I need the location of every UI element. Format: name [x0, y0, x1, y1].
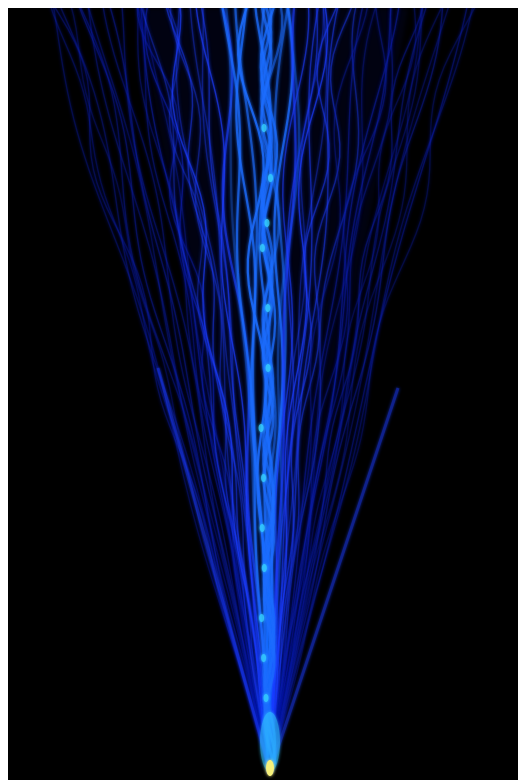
ray-line — [225, 8, 272, 773]
ray-line — [269, 8, 325, 773]
ray-line — [78, 8, 271, 773]
bright-spots — [258, 124, 280, 776]
ray-line — [88, 8, 271, 773]
ray-line — [269, 8, 353, 773]
hotspot — [258, 424, 264, 432]
ray-line — [200, 8, 271, 773]
ray-line — [269, 8, 339, 773]
ray-line — [269, 8, 476, 773]
ray-line — [189, 8, 271, 773]
hotspot — [261, 474, 266, 482]
hotspot — [259, 614, 265, 622]
ray-line — [169, 8, 271, 773]
ray-line — [269, 8, 427, 773]
heatmap-canvas — [50, 8, 476, 776]
ray-line — [54, 8, 271, 773]
ray-line — [269, 8, 424, 773]
hotspot — [261, 124, 267, 132]
ray-line — [235, 8, 272, 773]
ray-line — [269, 8, 444, 773]
hotspot — [268, 174, 273, 182]
right-cone-edge — [268, 387, 400, 773]
ray-line — [195, 8, 271, 773]
ray-fan — [50, 8, 476, 773]
ray-line — [137, 8, 271, 773]
hotspot — [259, 244, 265, 252]
hotspot — [263, 694, 269, 702]
ray-line — [269, 8, 449, 773]
left-cone-edge — [156, 367, 272, 773]
ray-line — [109, 8, 271, 773]
ray-line — [175, 8, 271, 773]
ray-line — [269, 8, 368, 773]
central-column — [260, 8, 277, 773]
hotspot — [259, 524, 265, 532]
heatmap-plot — [8, 8, 518, 780]
apex-point — [266, 760, 274, 776]
apex-glow — [260, 712, 280, 772]
hotspot — [261, 654, 267, 662]
hotspot — [261, 564, 267, 572]
hotspot — [265, 364, 271, 372]
hotspot — [265, 304, 271, 312]
ray-line — [141, 8, 271, 773]
hotspot — [264, 219, 270, 227]
ray-line — [269, 8, 392, 773]
ray-line — [269, 8, 474, 773]
ray-line — [144, 8, 271, 773]
